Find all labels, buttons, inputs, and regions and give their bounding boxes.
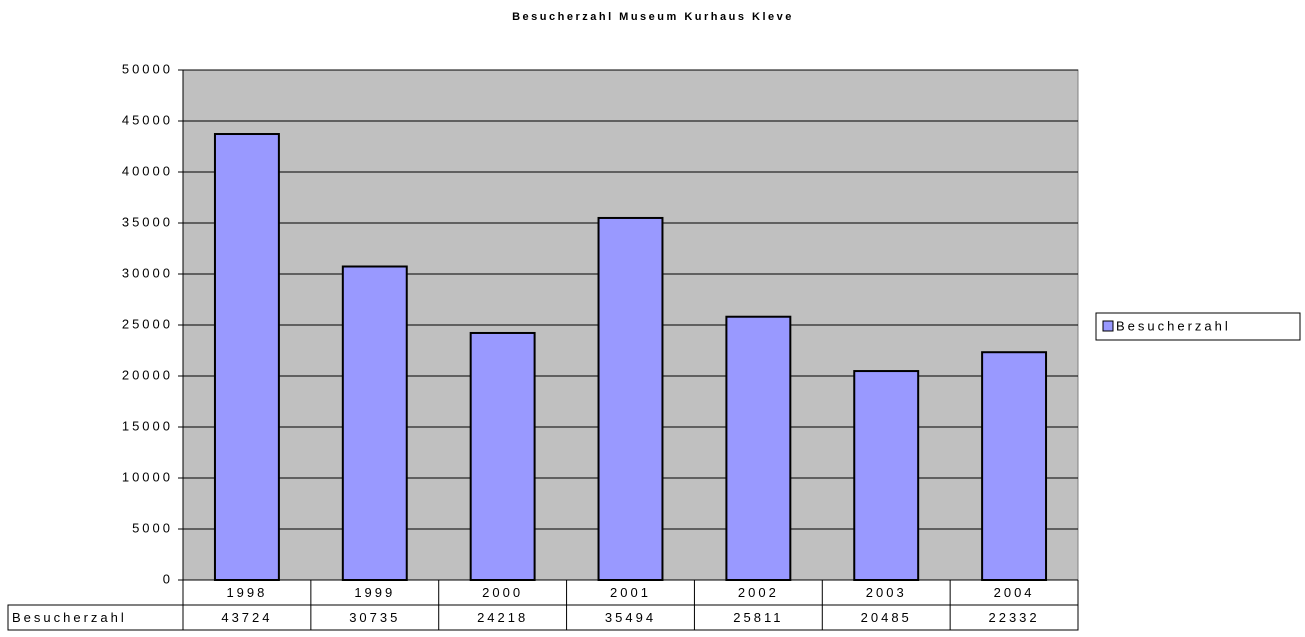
y-tick-label: 5000 (132, 520, 173, 535)
y-tick-label: 10000 (122, 469, 173, 484)
x-tick-label: 1998 (226, 585, 267, 600)
table-value: 25811 (733, 610, 783, 625)
y-tick-label: 25000 (122, 316, 173, 331)
bar (981, 351, 1048, 581)
bar (725, 315, 792, 581)
x-tick-label: 2000 (482, 585, 523, 600)
bar (853, 370, 920, 582)
y-tick-label: 45000 (122, 112, 173, 127)
bar (469, 331, 536, 582)
data-table (7, 604, 1079, 631)
table-value: 22332 (988, 610, 1039, 625)
legend-label: Besucherzahl (1116, 318, 1231, 333)
y-tick-label: 0 (163, 571, 173, 586)
bar (213, 133, 280, 581)
legend (1095, 312, 1301, 341)
bar (341, 265, 408, 581)
y-tick-label: 30000 (122, 265, 173, 280)
x-tick-label: 2002 (738, 585, 779, 600)
chart-title: Besucherzahl Museum Kurhaus Kleve (512, 11, 794, 23)
legend-swatch (1102, 320, 1114, 332)
y-tick-label: 35000 (122, 214, 173, 229)
y-tick-label: 15000 (122, 418, 173, 433)
table-value: 24218 (477, 610, 528, 625)
y-tick-label: 40000 (122, 163, 173, 178)
table-value: 35494 (605, 610, 656, 625)
y-tick-label: 20000 (122, 367, 173, 382)
table-value: 43724 (221, 610, 272, 625)
x-tick-label: 2001 (610, 585, 651, 600)
x-tick-label: 1999 (354, 585, 395, 600)
x-tick-label: 2004 (994, 585, 1035, 600)
bar (597, 216, 664, 581)
y-tick-label: 50000 (122, 61, 173, 76)
x-tick-label: 2003 (866, 585, 907, 600)
table-row-label: Besucherzahl (12, 610, 127, 625)
table-value: 20485 (861, 610, 912, 625)
table-value: 30735 (349, 610, 400, 625)
